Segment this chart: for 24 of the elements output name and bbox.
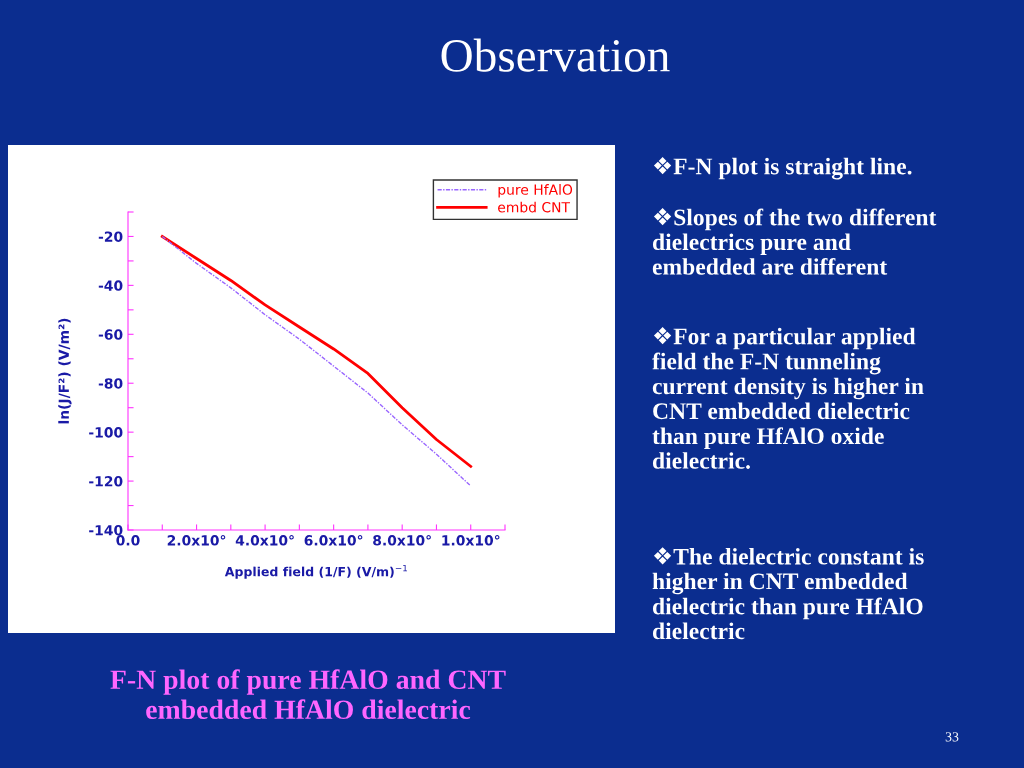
y-tick-label: -120 bbox=[89, 476, 123, 487]
text: F-N plot of pure HfAlO and CNT embedded HfAlO dielectric bbox=[110, 669, 506, 720]
y-tick-label: -140 bbox=[89, 524, 123, 536]
text: 33 bbox=[945, 732, 959, 742]
text: ❖F-N plot is straight line. bbox=[653, 157, 912, 180]
chart-title: Observation bbox=[441, 38, 670, 72]
x-axis-title: Applied field (1/F) (V/m)$^{−1}$ bbox=[224, 564, 407, 579]
x-tick-label: 1.0x10° bbox=[442, 535, 500, 546]
text: ❖For a particular applied field the F-N tunneling current density is higher in CNT embedded dielectric than pure HfAlO oxide dielectric. bbox=[652, 327, 924, 469]
y-tick-label: -100 bbox=[89, 427, 123, 438]
x-tick-label: 4.0x10° bbox=[235, 535, 294, 546]
y-tick-label: -80 bbox=[98, 378, 123, 389]
x-tick-label: 6.0x10° bbox=[304, 535, 363, 546]
y-tick-label: -40 bbox=[98, 280, 123, 291]
legend-label: embd CNT bbox=[498, 201, 571, 213]
y-tick-label: -20 bbox=[98, 231, 123, 242]
text: ❖Slopes of the two different dielectrics pure and embedded are different bbox=[652, 208, 937, 275]
y-tick-label: -60 bbox=[98, 329, 123, 340]
text: ❖The dielectric constant is higher in CNT embedded dielectric than pure HfAlO dielectric bbox=[652, 547, 924, 640]
legend-label: pure HfAlO bbox=[498, 184, 573, 198]
y-axis-title: ln(J/F²) (V/m²) bbox=[58, 318, 72, 424]
x-tick-label: 0.0 bbox=[116, 535, 140, 546]
x-tick-label: 8.0x10° bbox=[373, 535, 431, 546]
x-tick-label: 2.0x10° bbox=[167, 535, 226, 546]
